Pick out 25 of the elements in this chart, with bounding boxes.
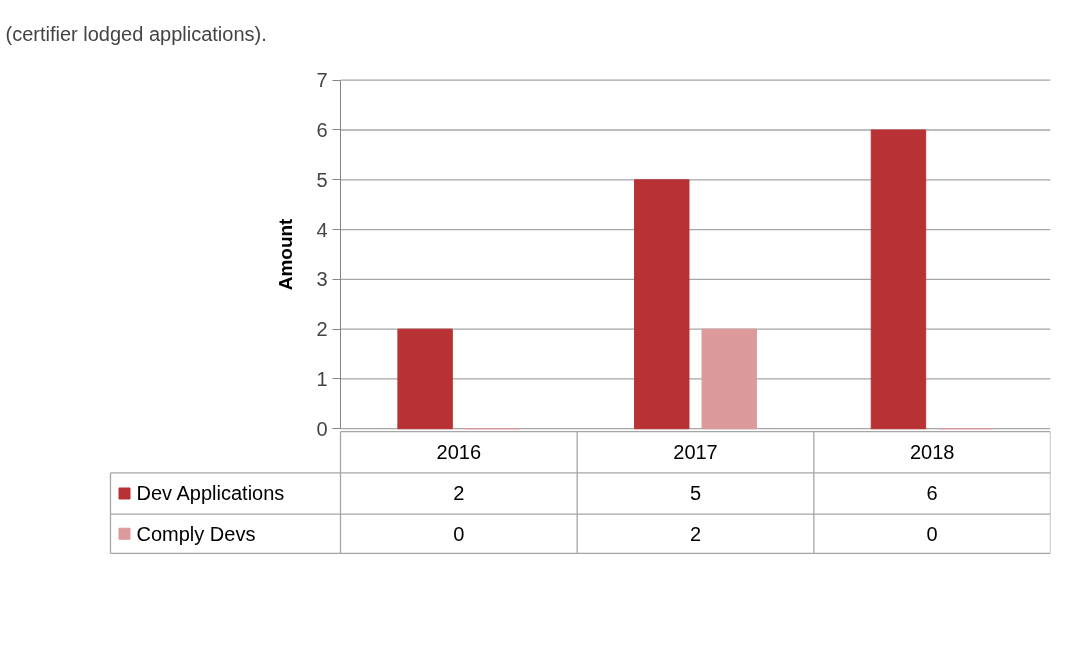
x-tick-label: 2016 xyxy=(436,441,482,464)
y-tick-label: 2 xyxy=(316,318,328,341)
data-label: 2 xyxy=(453,482,465,505)
y-tick-label: 3 xyxy=(316,268,328,291)
y-tick-label: 1 xyxy=(316,367,328,390)
y-tick-label: 4 xyxy=(316,218,328,241)
text: (certifier lodged applications). xyxy=(5,22,267,45)
data-label: 6 xyxy=(926,482,938,505)
y-tick-label: 7 xyxy=(316,69,328,92)
y-axis-title: Amount xyxy=(275,217,296,291)
bar xyxy=(701,328,757,430)
legend-label: Comply Devs xyxy=(136,522,256,545)
legend-label: Dev Applications xyxy=(136,482,285,505)
data-label: 0 xyxy=(453,522,465,545)
x-tick-label: 2017 xyxy=(673,441,718,464)
data-label: 5 xyxy=(689,482,702,505)
x-tick-label: 2018 xyxy=(909,441,955,464)
y-tick-label: 5 xyxy=(316,168,328,191)
data-label: 2 xyxy=(689,522,702,545)
bar xyxy=(870,129,927,430)
bar xyxy=(634,179,690,430)
y-tick-label: 6 xyxy=(316,118,328,141)
bar xyxy=(397,328,453,430)
data-label: 0 xyxy=(926,522,938,545)
y-tick-label: 0 xyxy=(316,417,328,440)
